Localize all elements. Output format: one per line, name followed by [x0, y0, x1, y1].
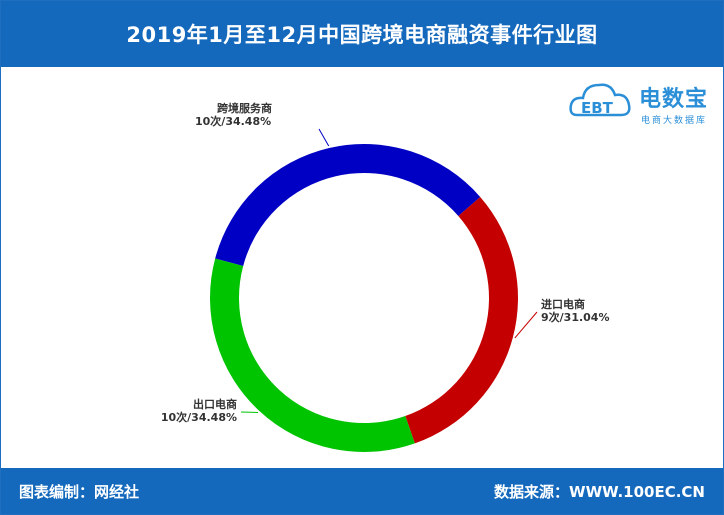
logo-text: 电数宝 [639, 87, 709, 112]
logo: EBT 电数宝 电商大数据库 [567, 71, 717, 131]
logo-subtext: 电商大数据库 [641, 116, 708, 126]
header-bar: 2019年1月至12月中国跨境电商融资事件行业图 [1, 1, 723, 67]
leader-line-1 [318, 128, 330, 147]
donut-chart: 跨境服务商10次/34.48%进口电商9次/31.04%出口电商10次/34.4… [161, 101, 610, 453]
slice-label-value-3: 10次/34.48% [161, 410, 237, 424]
footer-credit: 图表编制：网经社 [19, 482, 140, 501]
slice-label-name-1: 跨境服务商 [217, 101, 272, 115]
cloud-logo-icon: EBT [569, 83, 631, 117]
slice-label-name-2: 进口电商 [541, 297, 585, 311]
logo-badge: EBT [581, 99, 614, 117]
chart-title: 2019年1月至12月中国跨境电商融资事件行业图 [126, 23, 598, 47]
donut-slice-1 [215, 144, 481, 266]
donut-slice-2 [405, 196, 519, 444]
leader-line-2 [514, 311, 538, 339]
donut-slice-3 [209, 258, 415, 453]
footer-source: 数据来源：WWW.100EC.CN [494, 482, 705, 501]
footer-bar: 图表编制：网经社 数据来源：WWW.100EC.CN [1, 468, 723, 514]
slice-label-value-2: 9次/31.04% [541, 310, 610, 324]
slice-label-name-3: 出口电商 [193, 397, 237, 411]
chart-area: 跨境服务商 10次/34.48% 进口电商 9次/31.04% 出口电商 10次/34.4… [1, 67, 723, 468]
slice-label-value-1: 10次/34.48% [195, 114, 271, 128]
